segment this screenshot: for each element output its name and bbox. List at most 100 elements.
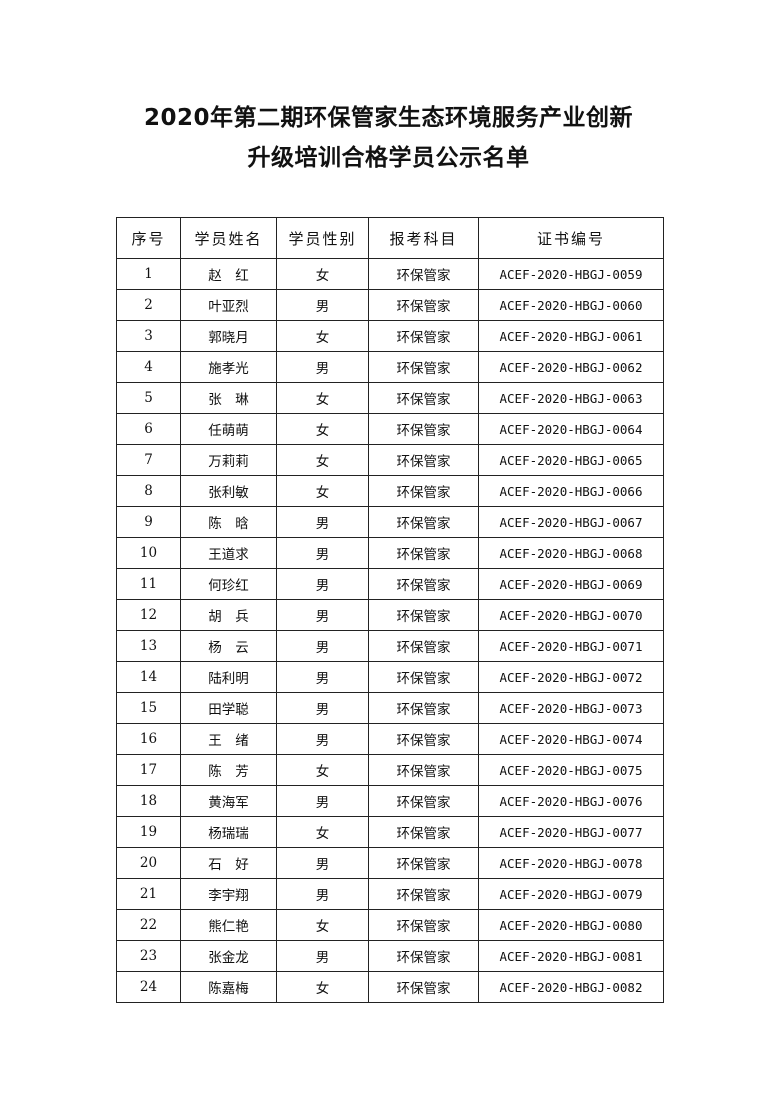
cell-name: 任萌萌 bbox=[180, 413, 277, 445]
cell-gender: 男 bbox=[276, 351, 369, 383]
cell-name: 张金龙 bbox=[180, 940, 277, 972]
cell-certificate: ACEF-2020-HBGJ-0077 bbox=[478, 816, 664, 848]
cell-subject: 环保管家 bbox=[368, 816, 479, 848]
cell-index: 6 bbox=[116, 413, 181, 445]
cell-gender: 女 bbox=[276, 816, 369, 848]
cell-index: 12 bbox=[116, 599, 181, 631]
table-row: 13 杨 云男环保管家 ACEF-2020-HBGJ-0071 bbox=[116, 630, 664, 662]
cell-certificate: ACEF-2020-HBGJ-0076 bbox=[478, 785, 664, 817]
cell-index: 16 bbox=[116, 723, 181, 755]
cell-subject: 环保管家 bbox=[368, 382, 479, 414]
cell-subject: 环保管家 bbox=[368, 940, 479, 972]
cell-index: 8 bbox=[116, 475, 181, 507]
cell-name: 万莉莉 bbox=[180, 444, 277, 476]
cell-index: 1 bbox=[116, 258, 181, 290]
table-row: 12 胡 兵男环保管家 ACEF-2020-HBGJ-0070 bbox=[116, 599, 664, 631]
cell-index: 5 bbox=[116, 382, 181, 414]
table-row: 20 石 好男环保管家 ACEF-2020-HBGJ-0078 bbox=[116, 847, 664, 879]
cell-subject: 环保管家 bbox=[368, 971, 479, 1003]
table-row: 11 何珍红男环保管家 ACEF-2020-HBGJ-0069 bbox=[116, 568, 664, 600]
cell-name: 王 绪 bbox=[180, 723, 277, 755]
cell-gender: 男 bbox=[276, 785, 369, 817]
cell-gender: 男 bbox=[276, 630, 369, 662]
table-row: 23 张金龙男环保管家 ACEF-2020-HBGJ-0081 bbox=[116, 940, 664, 972]
cell-name: 熊仁艳 bbox=[180, 909, 277, 941]
table-row: 10 王道求男环保管家 ACEF-2020-HBGJ-0068 bbox=[116, 537, 664, 569]
cell-index: 21 bbox=[116, 878, 181, 910]
cell-subject: 环保管家 bbox=[368, 444, 479, 476]
cell-index: 11 bbox=[116, 568, 181, 600]
cell-certificate: ACEF-2020-HBGJ-0079 bbox=[478, 878, 664, 910]
cell-certificate: ACEF-2020-HBGJ-0065 bbox=[478, 444, 664, 476]
cell-certificate: ACEF-2020-HBGJ-0068 bbox=[478, 537, 664, 569]
table-row: 3 郭晓月女环保管家 ACEF-2020-HBGJ-0061 bbox=[116, 320, 664, 352]
cell-certificate: ACEF-2020-HBGJ-0059 bbox=[478, 258, 664, 290]
cell-gender: 男 bbox=[276, 506, 369, 538]
cell-subject: 环保管家 bbox=[368, 568, 479, 600]
cell-index: 4 bbox=[116, 351, 181, 383]
cell-subject: 环保管家 bbox=[368, 723, 479, 755]
table-row: 16 王 绪男环保管家 ACEF-2020-HBGJ-0074 bbox=[116, 723, 664, 755]
cell-gender: 女 bbox=[276, 444, 369, 476]
cell-index: 24 bbox=[116, 971, 181, 1003]
cell-certificate: ACEF-2020-HBGJ-0081 bbox=[478, 940, 664, 972]
cell-certificate: ACEF-2020-HBGJ-0064 bbox=[478, 413, 664, 445]
cell-subject: 环保管家 bbox=[368, 320, 479, 352]
cell-certificate: ACEF-2020-HBGJ-0080 bbox=[478, 909, 664, 941]
cell-index: 13 bbox=[116, 630, 181, 662]
cell-gender: 男 bbox=[276, 847, 369, 879]
cell-name: 田学聪 bbox=[180, 692, 277, 724]
cell-index: 3 bbox=[116, 320, 181, 352]
cell-certificate: ACEF-2020-HBGJ-0075 bbox=[478, 754, 664, 786]
cell-name: 杨瑞瑞 bbox=[180, 816, 277, 848]
cell-subject: 环保管家 bbox=[368, 599, 479, 631]
cell-gender: 男 bbox=[276, 940, 369, 972]
cell-index: 7 bbox=[116, 444, 181, 476]
cell-subject: 环保管家 bbox=[368, 289, 479, 321]
cell-index: 15 bbox=[116, 692, 181, 724]
cell-certificate: ACEF-2020-HBGJ-0060 bbox=[478, 289, 664, 321]
cell-name: 陈 芳 bbox=[180, 754, 277, 786]
cell-subject: 环保管家 bbox=[368, 692, 479, 724]
cell-name: 石 好 bbox=[180, 847, 277, 879]
cell-index: 10 bbox=[116, 537, 181, 569]
table-row: 7 万莉莉女环保管家 ACEF-2020-HBGJ-0065 bbox=[116, 444, 664, 476]
cell-name: 叶亚烈 bbox=[180, 289, 277, 321]
document-title-line-1: 2020年第二期环保管家生态环境服务产业创新 bbox=[143, 105, 633, 131]
table-row: 21 李宇翔男环保管家 ACEF-2020-HBGJ-0079 bbox=[116, 878, 664, 910]
header-name: 学员姓名 bbox=[180, 217, 277, 259]
table-row: 15 田学聪男环保管家 ACEF-2020-HBGJ-0073 bbox=[116, 692, 664, 724]
cell-gender: 男 bbox=[276, 599, 369, 631]
cell-subject: 环保管家 bbox=[368, 351, 479, 383]
table-row: 8 张利敏女环保管家 ACEF-2020-HBGJ-0066 bbox=[116, 475, 664, 507]
cell-subject: 环保管家 bbox=[368, 630, 479, 662]
cell-index: 14 bbox=[116, 661, 181, 693]
cell-index: 22 bbox=[116, 909, 181, 941]
cell-certificate: ACEF-2020-HBGJ-0062 bbox=[478, 351, 664, 383]
table-row: 18 黄海军男环保管家 ACEF-2020-HBGJ-0076 bbox=[116, 785, 664, 817]
cell-certificate: ACEF-2020-HBGJ-0067 bbox=[478, 506, 664, 538]
header-index: 序号 bbox=[116, 217, 181, 259]
cell-subject: 环保管家 bbox=[368, 537, 479, 569]
cell-gender: 男 bbox=[276, 568, 369, 600]
table-row: 6 任萌萌女环保管家 ACEF-2020-HBGJ-0064 bbox=[116, 413, 664, 445]
table-row: 14 陆利明男环保管家 ACEF-2020-HBGJ-0072 bbox=[116, 661, 664, 693]
cell-name: 赵 红 bbox=[180, 258, 277, 290]
cell-name: 何珍红 bbox=[180, 568, 277, 600]
cell-subject: 环保管家 bbox=[368, 258, 479, 290]
cell-name: 黄海军 bbox=[180, 785, 277, 817]
cell-gender: 女 bbox=[276, 413, 369, 445]
cell-name: 胡 兵 bbox=[180, 599, 277, 631]
cell-name: 李宇翔 bbox=[180, 878, 277, 910]
cell-gender: 男 bbox=[276, 723, 369, 755]
cell-index: 18 bbox=[116, 785, 181, 817]
header-certificate: 证书编号 bbox=[478, 217, 664, 259]
cell-certificate: ACEF-2020-HBGJ-0078 bbox=[478, 847, 664, 879]
table-row: 22 熊仁艳女环保管家 ACEF-2020-HBGJ-0080 bbox=[116, 909, 664, 941]
cell-subject: 环保管家 bbox=[368, 878, 479, 910]
cell-certificate: ACEF-2020-HBGJ-0070 bbox=[478, 599, 664, 631]
table-row: 17 陈 芳女环保管家 ACEF-2020-HBGJ-0075 bbox=[116, 754, 664, 786]
cell-name: 张 琳 bbox=[180, 382, 277, 414]
